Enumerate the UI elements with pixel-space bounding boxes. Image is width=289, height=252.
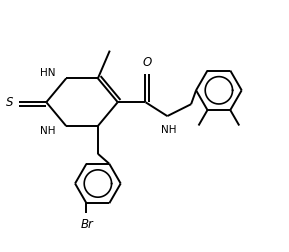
Text: NH: NH <box>40 126 55 136</box>
Text: NH: NH <box>161 125 176 135</box>
Text: O: O <box>143 56 152 70</box>
Text: S: S <box>6 96 14 109</box>
Text: HN: HN <box>40 69 55 78</box>
Text: Br: Br <box>81 217 94 231</box>
